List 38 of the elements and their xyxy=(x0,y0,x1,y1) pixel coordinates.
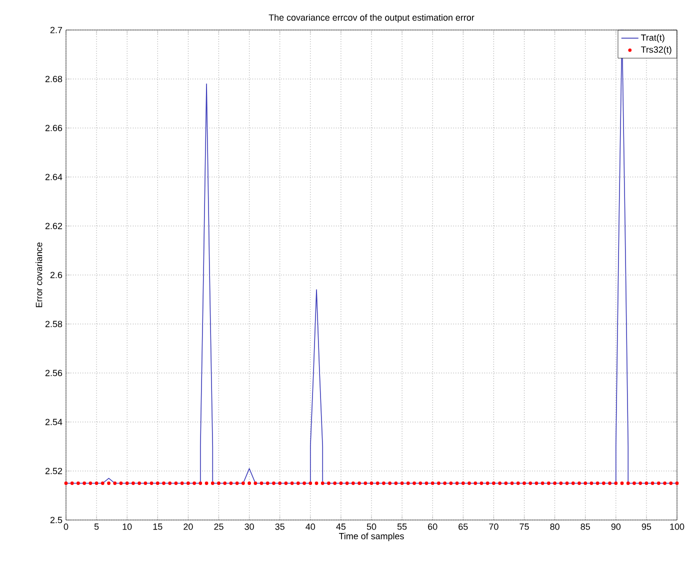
y-tick-label: 2.64 xyxy=(45,174,62,180)
x-tick-label: 20 xyxy=(184,524,193,530)
x-tick-label: 60 xyxy=(428,524,438,530)
x-tick-label: 15 xyxy=(153,524,162,530)
x-tick-label: 100 xyxy=(670,524,684,530)
x-tick-label: 40 xyxy=(306,524,316,530)
y-tick-label: 2.7 xyxy=(50,26,62,34)
x-tick-label: 45 xyxy=(336,524,346,530)
x-axis-title: Time of samples xyxy=(338,532,404,542)
legend-label: Trat(t) xyxy=(640,34,664,43)
chart-title: The covariance errcov of the output estimation error xyxy=(268,14,474,22)
y-tick-label: 2.54 xyxy=(45,418,62,426)
x-tick-label: 25 xyxy=(214,524,224,530)
x-tick-label: 80 xyxy=(550,524,560,530)
x-tick-label: 90 xyxy=(611,524,621,530)
y-tick-label: 2.5 xyxy=(50,516,62,524)
y-axis-title: Error covariance xyxy=(36,242,42,308)
legend-label: Trs32(t) xyxy=(640,46,672,55)
y-tick-label: 2.52 xyxy=(45,468,62,474)
x-tick-label: 35 xyxy=(275,524,284,530)
y-tick-label: 2.62 xyxy=(45,222,62,230)
x-tick-label: 50 xyxy=(366,524,376,530)
x-tick-label: 70 xyxy=(489,524,498,530)
y-tick-label: 2.56 xyxy=(45,370,62,376)
x-tick-label: 65 xyxy=(458,524,468,530)
y-tick-label: 2.58 xyxy=(45,320,62,328)
x-tick-label: 5 xyxy=(94,524,99,530)
x-tick-label: 10 xyxy=(122,524,132,530)
x-tick-label: 75 xyxy=(520,524,529,530)
line-series xyxy=(66,30,678,484)
x-tick-label: 30 xyxy=(244,524,254,530)
x-tick-label: 85 xyxy=(580,524,590,530)
x-tick-label: 55 xyxy=(397,524,407,530)
y-tick-label: 2.68 xyxy=(45,76,62,82)
x-tick-label: 0 xyxy=(64,524,68,530)
y-tick-label: 2.66 xyxy=(45,124,62,132)
y-tick-label: 2.6 xyxy=(50,272,62,278)
x-tick-label: 95 xyxy=(642,524,652,530)
